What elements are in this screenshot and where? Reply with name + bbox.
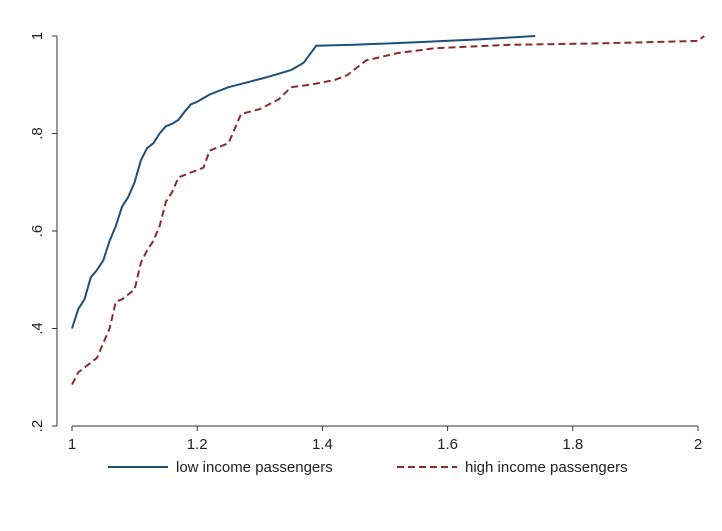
- y-tick-label: .2: [29, 420, 46, 433]
- y-tick-label: .4: [29, 322, 46, 335]
- y-tick-label: 1: [29, 32, 46, 40]
- y-tick-label: .6: [29, 225, 46, 238]
- x-tick-label: 1.4: [312, 436, 333, 453]
- x-tick-label: 1.8: [562, 436, 583, 453]
- x-tick-label: 1: [68, 436, 76, 453]
- series-line-low-income: [71, 35, 536, 329]
- y-tick-label: .8: [29, 127, 46, 140]
- legend-label-low-income: low income passengers: [176, 459, 333, 476]
- x-tick-label: 1.6: [437, 436, 458, 453]
- series-lines: [71, 35, 705, 386]
- x-ticks: 1 1.2 1.4 1.6 1.8 2: [68, 426, 702, 453]
- legend: low income passengers high income passen…: [108, 459, 628, 476]
- y-ticks: .2 .4 .6 .8 1: [29, 32, 57, 432]
- series-line-high-income: [71, 35, 705, 386]
- x-tick-label: 2: [694, 436, 702, 453]
- plot-area: 1 1.2 1.4 1.6 1.8 2 .2 .4 .6 .8 1: [29, 32, 705, 453]
- legend-label-high-income: high income passengers: [465, 459, 628, 476]
- x-tick-label: 1.2: [187, 436, 208, 453]
